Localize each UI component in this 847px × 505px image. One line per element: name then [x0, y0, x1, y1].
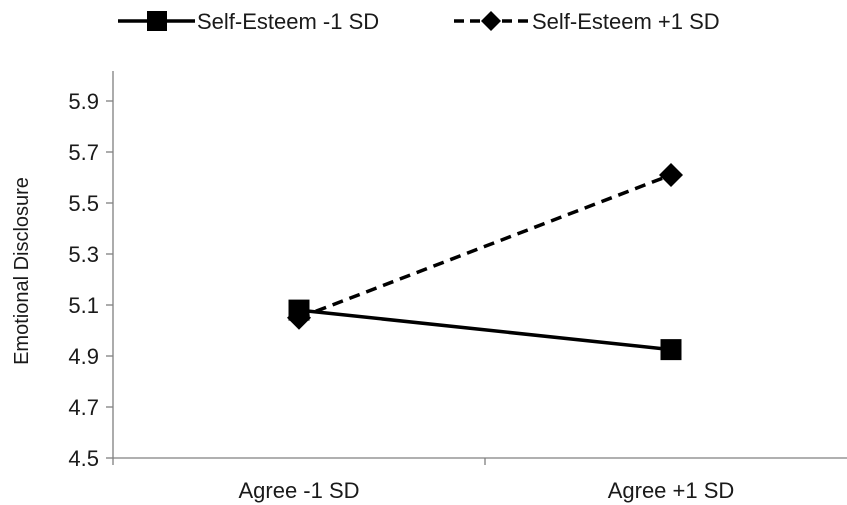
x-tick-label: Agree -1 SD	[238, 478, 359, 503]
x-ticks: Agree -1 SD Agree +1 SD	[112, 458, 735, 503]
data-point-diamond	[659, 162, 683, 187]
data-point-square	[660, 339, 682, 361]
y-tick-label: 4.9	[68, 344, 99, 369]
legend-label-self-esteem-low: Self-Esteem -1 SD	[197, 9, 379, 34]
y-tick-label: 5.1	[68, 293, 99, 318]
y-tick-label: 4.7	[68, 395, 99, 420]
data-point-diamond	[287, 305, 311, 330]
series-line-self-esteem-low	[298, 308, 672, 352]
y-tick-label: 4.5	[68, 446, 99, 471]
legend-item-self-esteem-high: Self-Esteem +1 SD	[454, 9, 720, 34]
y-tick-label: 5.5	[68, 191, 99, 216]
y-axis-label: Emotional Disclosure	[11, 177, 33, 365]
legend-item-self-esteem-low: Self-Esteem -1 SD	[118, 9, 379, 34]
series	[287, 162, 683, 361]
y-tick-label: 5.3	[68, 242, 99, 267]
axes	[112, 71, 847, 459]
x-tick-label: Agree +1 SD	[608, 478, 735, 503]
y-ticks: 4.5 4.7 4.9 5.1 5.3 5.5 5.7 5.9	[68, 89, 113, 471]
legend-diamond-marker	[481, 11, 501, 31]
legend-square-marker	[147, 11, 167, 31]
y-tick-label: 5.7	[68, 140, 99, 165]
series-line-self-esteem-high	[298, 173, 672, 320]
y-tick-label: 5.9	[68, 89, 99, 114]
legend: Self-Esteem -1 SD Self-Esteem +1 SD	[118, 9, 720, 34]
legend-label-self-esteem-high: Self-Esteem +1 SD	[532, 9, 720, 34]
